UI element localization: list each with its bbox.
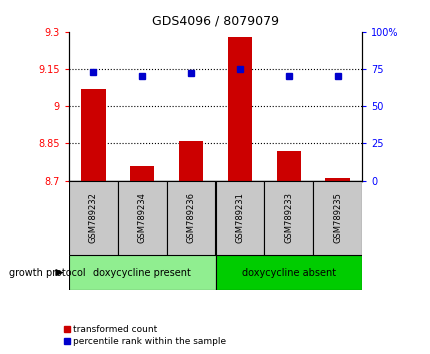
- Bar: [215, 255, 361, 290]
- Text: doxycycline absent: doxycycline absent: [241, 268, 335, 278]
- Bar: [130, 166, 154, 181]
- Legend: transformed count, percentile rank within the sample: transformed count, percentile rank withi…: [60, 321, 229, 349]
- Bar: [276, 151, 300, 181]
- Text: GSM789233: GSM789233: [284, 192, 292, 243]
- Text: GSM789231: GSM789231: [235, 192, 244, 243]
- Text: GSM789236: GSM789236: [186, 192, 195, 243]
- Bar: [166, 181, 215, 255]
- Text: GSM789234: GSM789234: [138, 192, 146, 243]
- Text: doxycycline present: doxycycline present: [93, 268, 191, 278]
- Bar: [117, 181, 166, 255]
- Text: growth protocol: growth protocol: [9, 268, 85, 278]
- Bar: [178, 141, 203, 181]
- Text: GSM789235: GSM789235: [332, 192, 341, 243]
- Bar: [69, 181, 117, 255]
- Bar: [264, 181, 313, 255]
- Bar: [325, 178, 349, 181]
- Bar: [313, 181, 361, 255]
- Bar: [215, 181, 264, 255]
- Text: GDS4096 / 8079079: GDS4096 / 8079079: [152, 14, 278, 27]
- Bar: [69, 255, 215, 290]
- Bar: [227, 37, 252, 181]
- Text: GSM789232: GSM789232: [89, 192, 98, 243]
- Bar: [81, 89, 105, 181]
